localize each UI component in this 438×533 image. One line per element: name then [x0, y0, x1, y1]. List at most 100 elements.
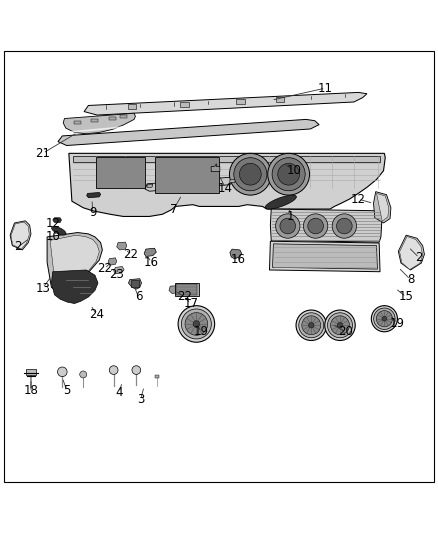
Text: 23: 23	[110, 268, 124, 281]
Circle shape	[302, 316, 321, 335]
Circle shape	[331, 316, 350, 335]
Bar	[155, 375, 159, 378]
Circle shape	[185, 313, 208, 335]
Circle shape	[280, 218, 296, 234]
Polygon shape	[230, 180, 236, 182]
Circle shape	[276, 214, 300, 238]
Text: 19: 19	[390, 317, 405, 329]
Polygon shape	[144, 248, 156, 256]
Text: 2: 2	[14, 240, 21, 253]
Polygon shape	[50, 235, 99, 294]
Polygon shape	[145, 177, 237, 191]
Circle shape	[308, 322, 314, 328]
Polygon shape	[269, 241, 380, 272]
Polygon shape	[270, 209, 382, 242]
Circle shape	[299, 313, 324, 338]
Polygon shape	[399, 237, 423, 270]
Text: 24: 24	[89, 308, 104, 321]
Polygon shape	[69, 154, 385, 216]
Circle shape	[304, 214, 328, 238]
Polygon shape	[51, 270, 98, 303]
Circle shape	[57, 367, 67, 377]
Circle shape	[80, 371, 87, 378]
Text: 19: 19	[194, 325, 209, 338]
Circle shape	[308, 218, 323, 234]
Text: 10: 10	[45, 230, 60, 243]
Text: 13: 13	[35, 282, 50, 295]
Polygon shape	[374, 192, 391, 223]
Polygon shape	[53, 218, 61, 223]
Circle shape	[234, 158, 267, 191]
Polygon shape	[108, 258, 117, 265]
Bar	[276, 97, 284, 102]
Circle shape	[371, 305, 397, 332]
Bar	[109, 117, 116, 120]
Text: 5: 5	[63, 384, 71, 397]
Text: 8: 8	[407, 273, 414, 286]
Circle shape	[296, 310, 326, 341]
Polygon shape	[169, 286, 181, 294]
Polygon shape	[114, 266, 124, 274]
Polygon shape	[10, 221, 31, 250]
Text: 16: 16	[144, 256, 159, 269]
Circle shape	[268, 154, 310, 195]
Text: 22: 22	[124, 248, 138, 261]
Text: 2: 2	[416, 251, 423, 264]
Circle shape	[337, 322, 343, 328]
Circle shape	[110, 366, 118, 375]
Polygon shape	[155, 157, 219, 192]
Text: 18: 18	[24, 384, 39, 397]
Text: 10: 10	[286, 164, 301, 177]
Circle shape	[382, 317, 387, 321]
Circle shape	[374, 308, 395, 329]
Polygon shape	[377, 193, 389, 221]
Text: 3: 3	[137, 393, 145, 406]
Polygon shape	[52, 227, 66, 235]
Text: 11: 11	[318, 82, 333, 94]
Circle shape	[336, 218, 352, 234]
Polygon shape	[230, 249, 242, 259]
Text: 12: 12	[351, 192, 366, 206]
Bar	[127, 104, 136, 109]
Text: 6: 6	[135, 290, 142, 303]
Text: 15: 15	[399, 290, 413, 303]
Bar	[120, 116, 127, 118]
Text: 9: 9	[89, 206, 96, 219]
Polygon shape	[11, 222, 29, 249]
Text: 22: 22	[177, 290, 192, 303]
Bar	[131, 280, 139, 287]
Polygon shape	[84, 92, 367, 115]
Circle shape	[376, 311, 392, 327]
Polygon shape	[272, 244, 378, 269]
Text: 7: 7	[170, 204, 177, 216]
Bar	[175, 283, 198, 296]
Polygon shape	[211, 164, 220, 172]
Polygon shape	[58, 119, 319, 146]
Circle shape	[181, 309, 212, 339]
Circle shape	[193, 321, 200, 327]
Circle shape	[178, 305, 215, 342]
Text: 14: 14	[218, 182, 233, 195]
Polygon shape	[96, 157, 145, 188]
Text: 21: 21	[35, 147, 50, 160]
Polygon shape	[87, 192, 101, 198]
Circle shape	[325, 310, 355, 341]
Circle shape	[328, 313, 353, 338]
Bar	[92, 118, 99, 122]
Polygon shape	[398, 235, 424, 270]
Polygon shape	[265, 195, 297, 209]
Text: 20: 20	[338, 325, 353, 338]
Bar	[237, 99, 245, 104]
Bar	[180, 102, 188, 107]
Polygon shape	[73, 156, 380, 162]
Circle shape	[278, 163, 300, 185]
Bar	[74, 120, 81, 124]
Text: 22: 22	[97, 262, 112, 275]
Text: 4: 4	[115, 386, 123, 399]
Polygon shape	[147, 184, 153, 187]
Polygon shape	[63, 114, 135, 134]
Polygon shape	[117, 242, 127, 250]
Circle shape	[132, 366, 141, 375]
Circle shape	[240, 163, 261, 185]
Polygon shape	[128, 279, 141, 289]
